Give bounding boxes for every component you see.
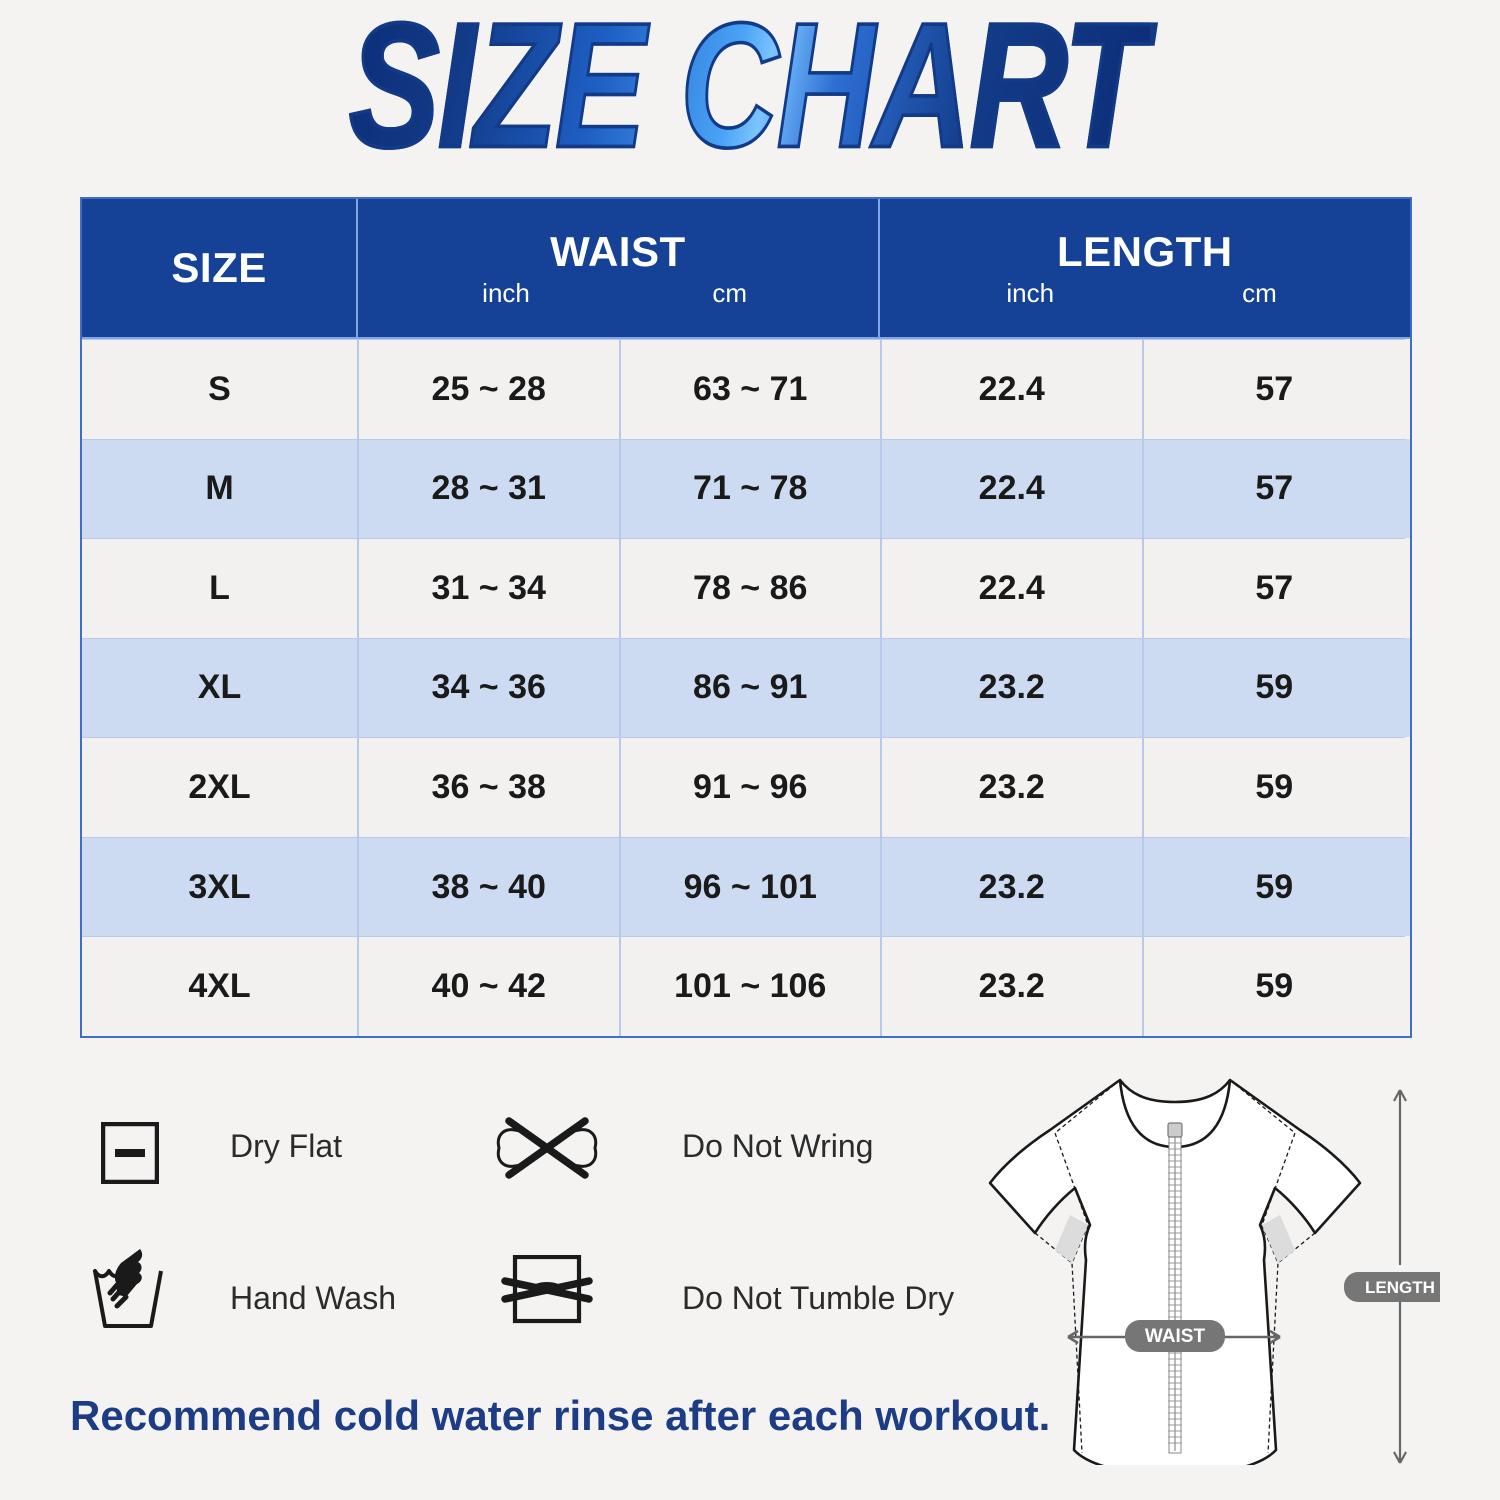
svg-text:WAIST: WAIST (1145, 1326, 1206, 1347)
svg-text:LENGTH: LENGTH (1365, 1278, 1435, 1297)
